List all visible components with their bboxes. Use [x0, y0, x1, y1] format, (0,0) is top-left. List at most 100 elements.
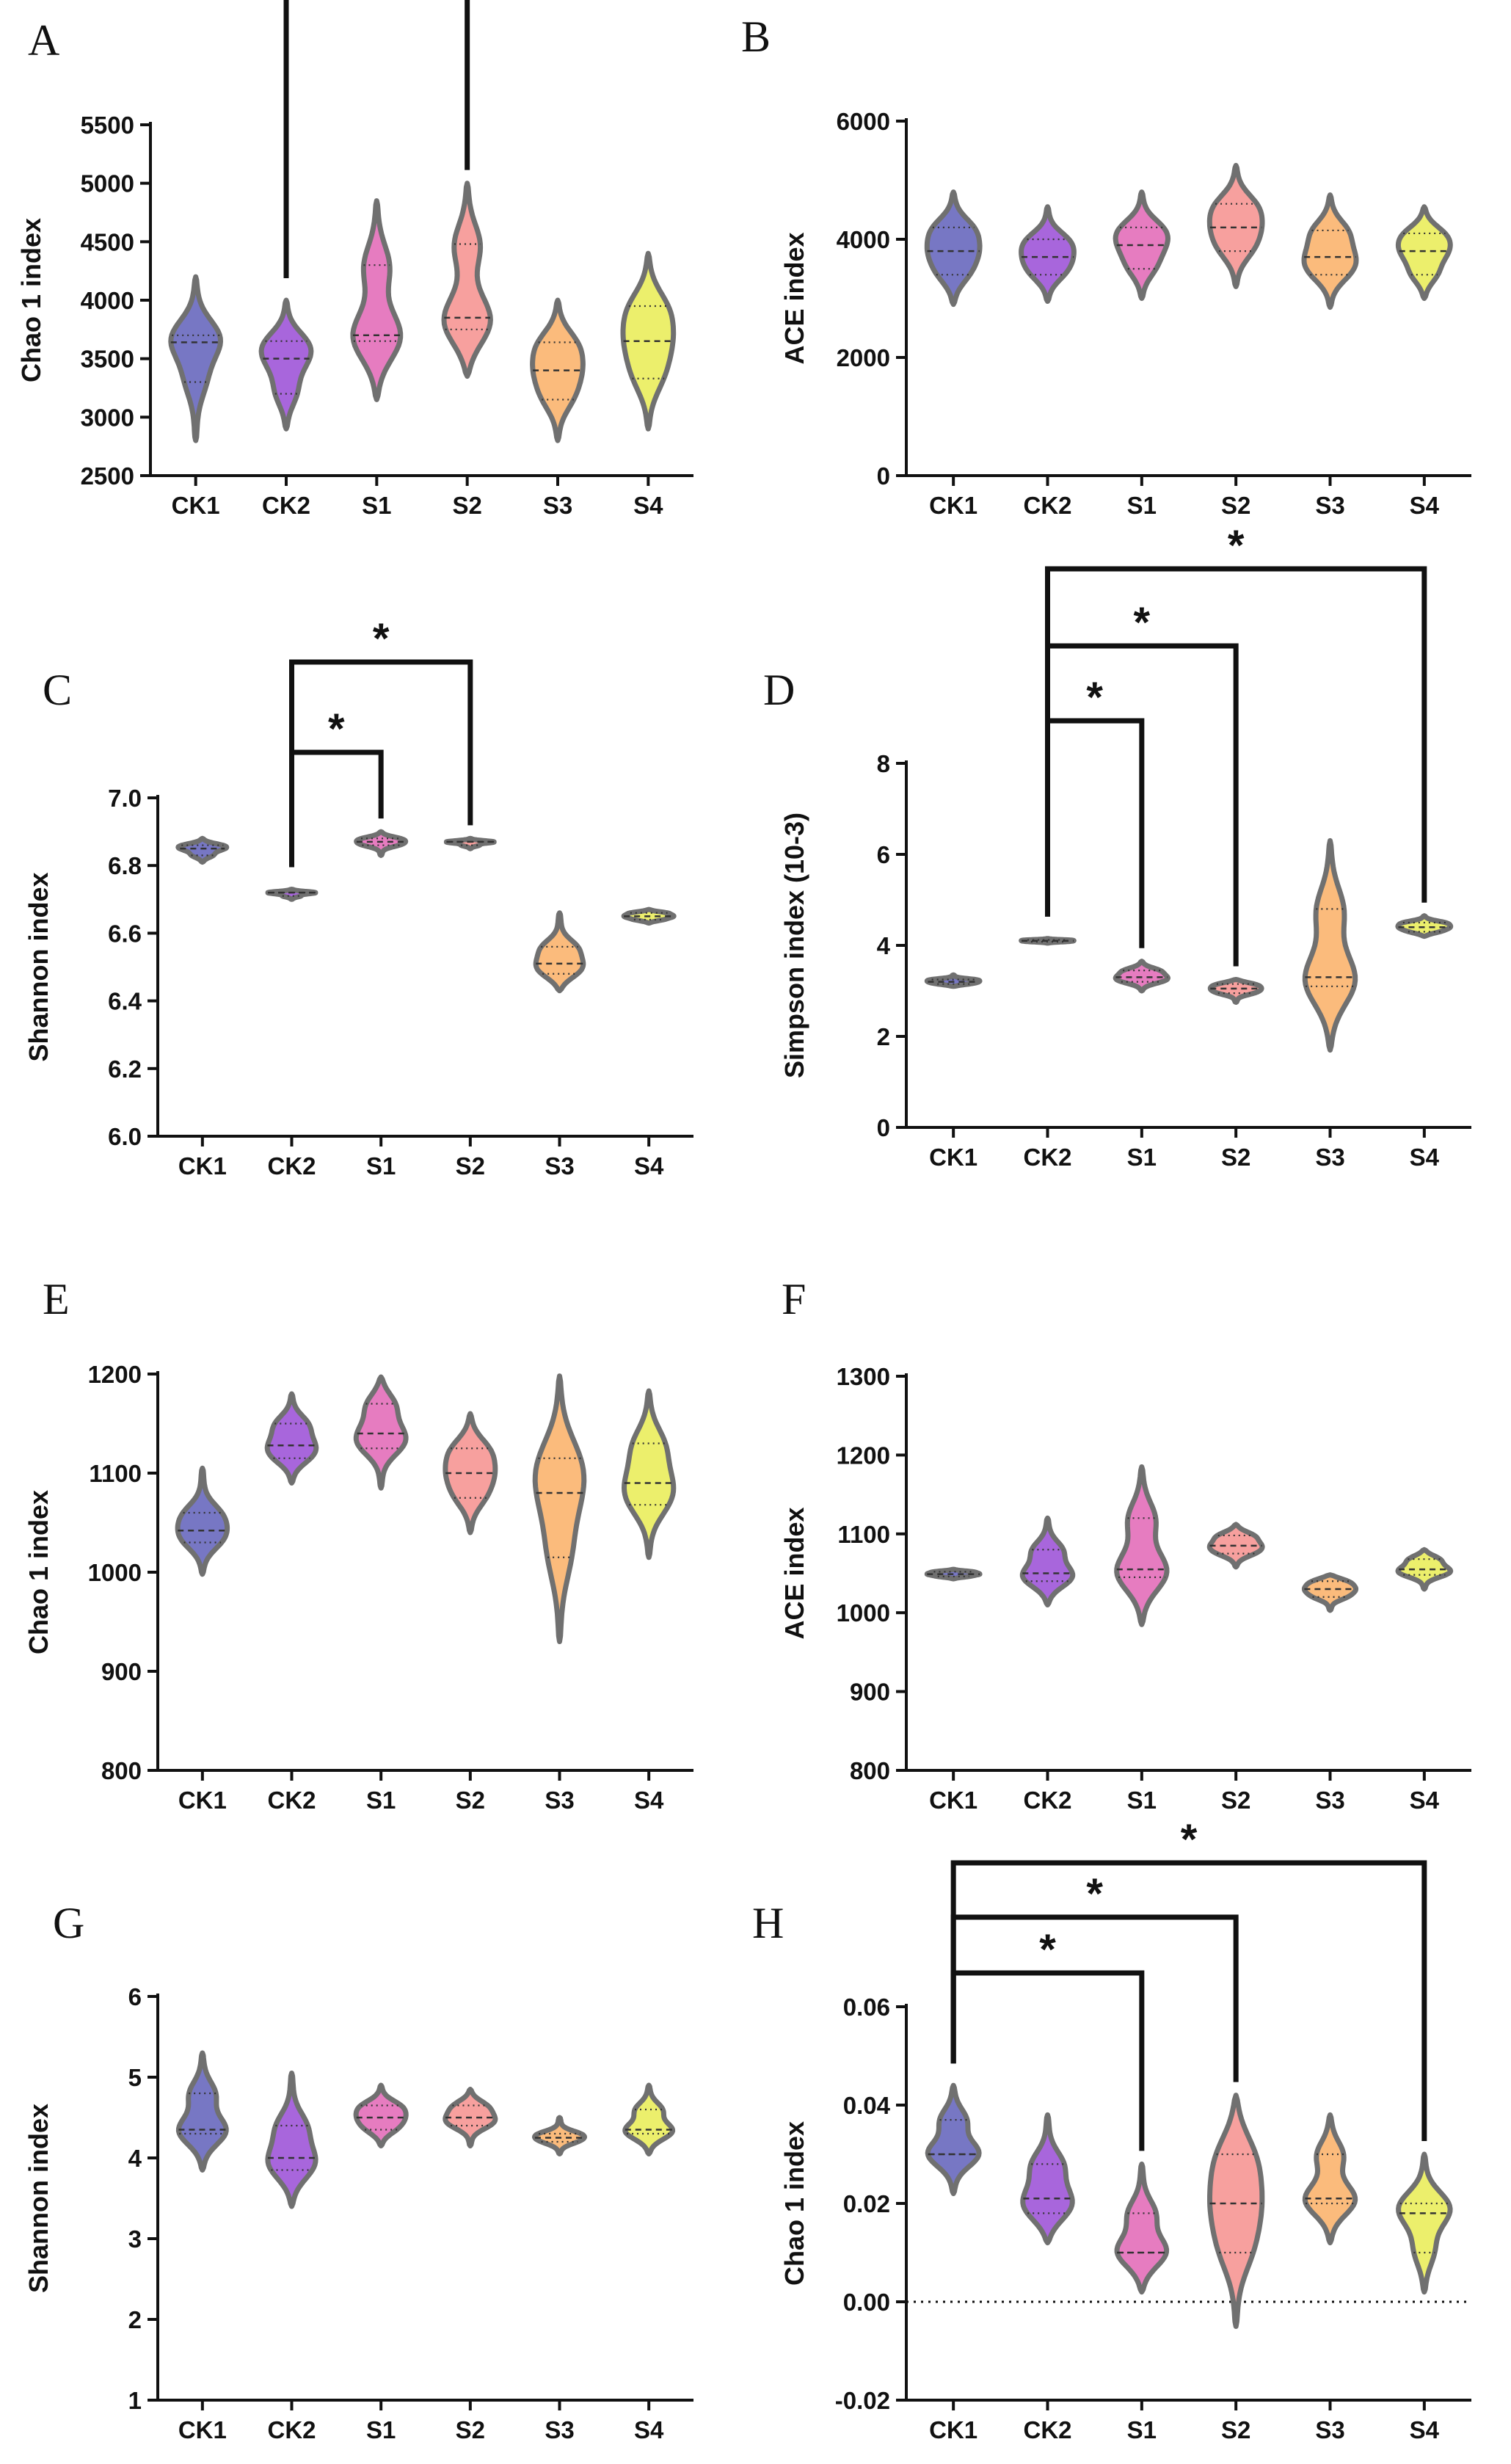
y-tick-label: 0 [877, 1114, 890, 1141]
y-axis-title: ACE index [779, 1507, 809, 1639]
significance-star: * [1086, 1870, 1103, 1918]
y-axis-title: Chao 1 index [779, 2121, 809, 2286]
violin-s1 [350, 198, 404, 402]
y-axis-title: Shannon index [23, 872, 54, 1061]
y-tick-label: 0.04 [843, 2092, 891, 2119]
panel-label: F [782, 1275, 806, 1323]
violin-s4 [1395, 913, 1454, 940]
violin-s1 [1114, 1464, 1170, 1627]
x-tick-label: CK1 [178, 1152, 227, 1180]
x-tick-label: CK2 [1023, 1787, 1071, 1814]
y-tick-label: 2 [128, 2306, 142, 2333]
violin-s2 [443, 835, 497, 851]
violin-ck2 [1020, 2112, 1075, 2246]
y-tick-label: 5500 [81, 112, 134, 139]
violin-s4 [622, 1388, 677, 1560]
x-tick-label: S2 [1221, 1787, 1250, 1814]
y-tick-label: 0.02 [843, 2190, 890, 2217]
panel-f: F 800 900 1000 1100 1200 1300 CK1 CK2 S1 S2 S3 S4 ACE… [779, 1275, 1471, 1814]
y-tick-label: 800 [101, 1757, 142, 1784]
x-tick-label: S3 [545, 1787, 574, 1814]
x-tick-label: S4 [634, 2416, 664, 2443]
x-tick-label: S4 [1410, 2416, 1440, 2443]
x-tick-label: S3 [545, 1152, 574, 1180]
y-axis-title: ACE index [779, 232, 809, 364]
violin-s1 [1114, 2161, 1170, 2295]
violin-ck1 [175, 1465, 230, 1577]
violin-ck1 [924, 189, 983, 308]
x-tick-label: S3 [1315, 492, 1344, 519]
x-tick-label: S2 [456, 1152, 485, 1180]
y-tick-label: 7.0 [108, 785, 142, 812]
y-axis-title: Shannon index [23, 2104, 54, 2293]
x-tick-label: S1 [366, 1152, 396, 1180]
violin-ck2 [264, 1391, 319, 1486]
panel-label: A [28, 16, 59, 65]
significance-star: * [1134, 599, 1151, 647]
x-tick-label: S3 [1315, 2416, 1344, 2443]
violin-ck1 [175, 2050, 229, 2173]
violin-s3 [1302, 837, 1358, 1053]
y-tick-label: 0.00 [843, 2289, 890, 2316]
y-tick-label: 2000 [837, 344, 890, 371]
y-tick-label: 1300 [837, 1363, 890, 1390]
y-tick-label: 6000 [837, 108, 890, 135]
violin-ck2 [265, 2071, 318, 2209]
violin-s1 [353, 2082, 409, 2148]
x-tick-label: CK2 [262, 492, 310, 519]
x-tick-label: CK1 [929, 1787, 977, 1814]
x-tick-label: CK2 [1023, 492, 1071, 519]
y-tick-label: 8 [877, 750, 890, 777]
x-tick-label: S3 [543, 492, 572, 519]
significance-bracket [950, 1860, 1427, 2141]
panel-label: B [741, 12, 771, 61]
x-tick-label: S1 [366, 2416, 396, 2443]
violin-s1 [354, 829, 409, 858]
panel-label: D [763, 666, 795, 714]
violin-s3 [1301, 192, 1359, 310]
violin-ck1 [168, 274, 223, 443]
y-tick-label: 4000 [837, 226, 890, 253]
y-tick-label: 6.0 [108, 1123, 142, 1150]
violin-s2 [441, 181, 493, 379]
y-axis-title: Chao 1 index [16, 218, 46, 382]
panel-e: E 800 900 1000 1100 1200 CK1 CK2 S1 S2 S3 S4 Chao 1 … [23, 1275, 693, 1814]
violin-ck2 [1019, 204, 1077, 304]
x-tick-label: S1 [1127, 1787, 1157, 1814]
y-tick-label: 1200 [837, 1442, 890, 1469]
y-tick-label: 3500 [81, 346, 134, 373]
x-tick-label: CK2 [267, 1787, 316, 1814]
y-tick-label: 6 [877, 841, 890, 868]
x-tick-label: CK2 [1023, 1144, 1071, 1171]
y-tick-label: -0.02 [835, 2387, 890, 2414]
x-tick-label: S2 [1221, 492, 1250, 519]
y-tick-label: 900 [850, 1679, 890, 1706]
y-tick-label: 5 [128, 2064, 142, 2091]
violin-s3 [1302, 2112, 1358, 2246]
significance-bracket [1045, 718, 1145, 948]
significance-star: * [1181, 1816, 1198, 1864]
panel-h: H -0.02 0.00 0.02 0.04 0.06 CK1 CK2 S1 S2 S3 S4 Chao… [752, 1816, 1471, 2443]
x-tick-label: CK1 [929, 492, 977, 519]
y-tick-label: 6 [128, 1983, 142, 2010]
y-tick-label: 4000 [81, 287, 134, 314]
x-tick-label: S3 [1315, 1144, 1344, 1171]
x-tick-label: S1 [1127, 1144, 1157, 1171]
y-tick-label: 4500 [81, 228, 134, 255]
y-tick-label: 2 [877, 1023, 890, 1050]
x-tick-label: CK2 [267, 2416, 316, 2443]
x-tick-label: S2 [452, 492, 481, 519]
significance-bracket [289, 659, 473, 868]
y-tick-label: 3000 [81, 404, 134, 431]
x-tick-label: S2 [1221, 2416, 1250, 2443]
x-tick-label: S4 [1410, 492, 1440, 519]
y-tick-label: 1 [128, 2387, 142, 2414]
y-tick-label: 4 [128, 2145, 142, 2172]
y-tick-label: 1100 [89, 1460, 142, 1487]
y-tick-label: 3 [128, 2225, 142, 2253]
violin-s2 [1207, 2093, 1265, 2329]
y-tick-label: 800 [850, 1757, 890, 1784]
violin-ck1 [925, 2082, 982, 2197]
violin-s2 [1206, 162, 1265, 289]
